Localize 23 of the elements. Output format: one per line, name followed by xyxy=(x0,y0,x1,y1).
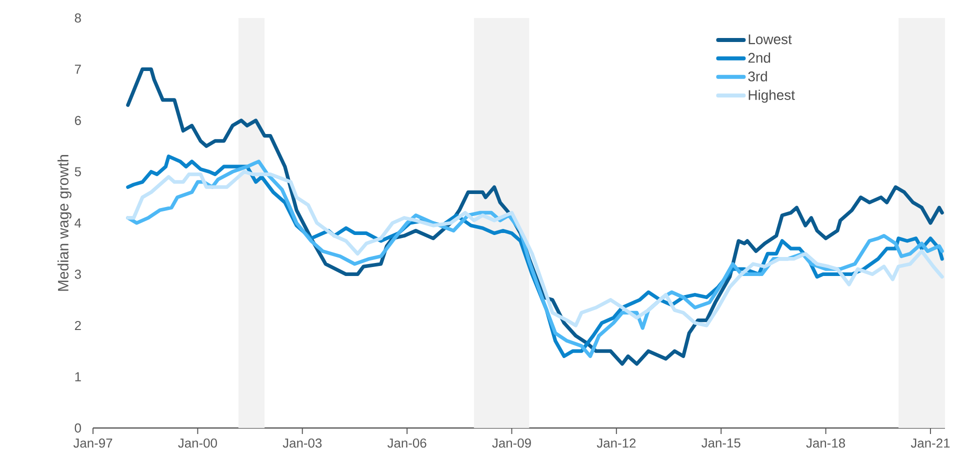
x-tick-label: Jan-06 xyxy=(387,438,426,448)
y-tick-label: 3 xyxy=(74,270,81,279)
x-tick-label: Jan-12 xyxy=(596,438,636,448)
y-tick-label: 7 xyxy=(74,64,81,74)
y-tick-label: 1 xyxy=(75,372,81,382)
legend-label: Highest xyxy=(748,90,795,103)
legend-label: 3rd xyxy=(748,71,767,82)
y-tick-label: 4 xyxy=(74,218,82,228)
x-tick-label: Jan-00 xyxy=(178,438,217,448)
x-tick-label: Jan-21 xyxy=(910,438,950,448)
y-tick-label: 6 xyxy=(74,116,81,126)
y-axis-title: Median wage growth xyxy=(58,155,72,291)
y-tick-label: 5 xyxy=(74,167,81,176)
x-tick-label: Jan-09 xyxy=(492,438,531,448)
legend-label: 2nd xyxy=(748,52,770,63)
legend-label: Lowest xyxy=(748,34,792,44)
y-tick-label: 2 xyxy=(74,320,81,330)
y-tick-label: 0 xyxy=(74,423,81,433)
x-tick-label: Jan-15 xyxy=(702,438,740,448)
y-tick-label: 8 xyxy=(74,13,81,23)
x-tick-label: Jan-18 xyxy=(806,438,846,448)
x-tick-label: Jan-97 xyxy=(73,438,112,448)
x-tick-label: Jan-03 xyxy=(282,438,322,448)
